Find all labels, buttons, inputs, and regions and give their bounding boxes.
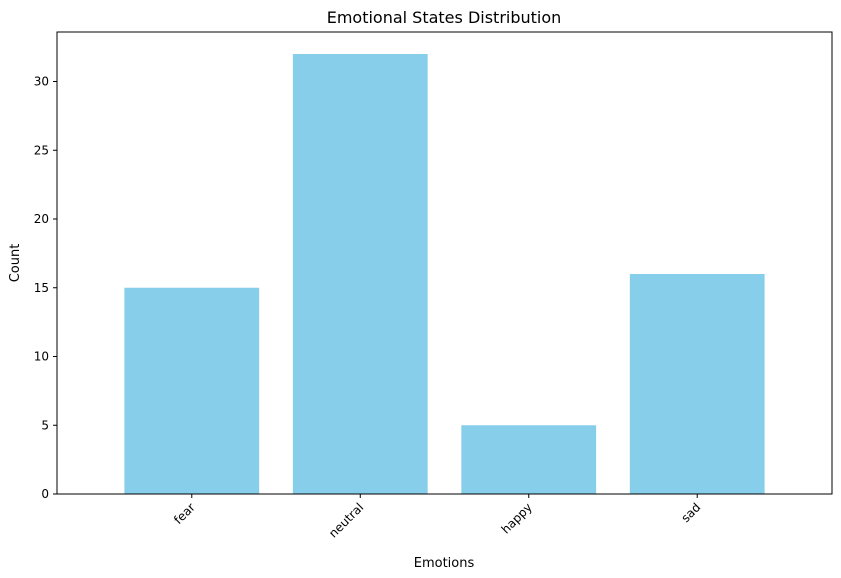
x-tick-label-sad: sad <box>678 500 703 525</box>
bar-fear <box>124 287 260 494</box>
y-tick-label: 15 <box>34 281 49 295</box>
x-axis-label: Emotions <box>414 556 475 571</box>
x-tick-label-happy: happy <box>499 500 535 536</box>
y-tick-label: 20 <box>34 212 49 226</box>
bar-sad <box>629 274 765 494</box>
y-tick-label: 25 <box>34 143 49 157</box>
chart-title: Emotional States Distribution <box>327 8 562 27</box>
y-tick-label: 5 <box>41 418 49 432</box>
y-tick-label: 0 <box>41 487 49 501</box>
y-axis-label: Count <box>8 244 23 283</box>
x-tick-label-neutral: neutral <box>326 500 366 540</box>
y-axis-ticks: 0 5 10 15 20 25 30 <box>34 75 57 501</box>
bar-neutral <box>292 54 428 494</box>
y-tick-label: 10 <box>34 350 49 364</box>
bar-happy <box>461 425 597 494</box>
plot-area: 0 5 10 15 20 25 30 fear neutral happy sad <box>34 31 833 540</box>
x-axis-ticks: fear neutral happy sad <box>171 494 703 540</box>
x-tick-label-fear: fear <box>171 500 198 527</box>
y-tick-label: 30 <box>34 75 49 89</box>
plot-frame <box>56 31 833 495</box>
bars-group <box>124 54 765 494</box>
